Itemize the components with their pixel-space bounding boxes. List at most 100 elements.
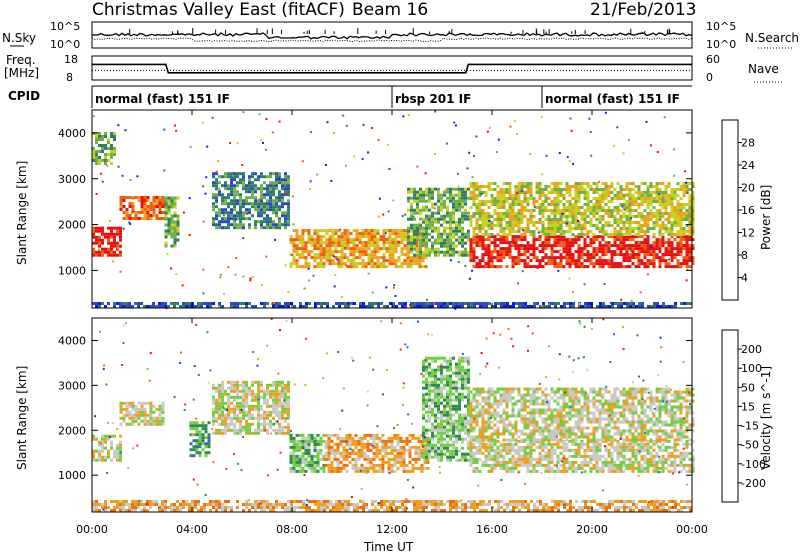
power-cell — [440, 193, 443, 197]
velocity-cell — [113, 434, 116, 438]
power-cell — [469, 238, 473, 242]
power-cell — [122, 217, 126, 220]
power-cell — [449, 235, 452, 239]
power-cell — [340, 256, 344, 260]
cpid-label: CPID — [8, 89, 40, 103]
power-cell — [122, 302, 125, 305]
power-cell — [443, 229, 446, 233]
power-cell — [637, 259, 641, 263]
power-cell — [98, 150, 101, 153]
power-cell — [431, 217, 434, 221]
power-cell — [284, 220, 287, 224]
velocity-cell — [248, 416, 251, 420]
power-cell — [224, 175, 227, 179]
power-cell — [391, 256, 395, 260]
power-cell — [149, 214, 153, 217]
power-cell — [646, 194, 650, 197]
power-cell — [670, 233, 674, 236]
power-cell — [529, 215, 533, 218]
power-cell — [386, 237, 389, 240]
power-cell — [218, 214, 221, 218]
power-cell — [688, 203, 692, 206]
velocity-cell — [212, 407, 215, 411]
power-cell — [467, 305, 470, 308]
velocity-cell — [284, 386, 287, 390]
power-cell — [688, 227, 692, 230]
power-cell — [685, 188, 689, 191]
power-cell — [616, 191, 620, 194]
cpid-segment-label: normal (fast) 151 IF — [545, 92, 680, 106]
power-cell — [446, 241, 449, 245]
velocity-cell — [422, 362, 425, 366]
power-cell — [303, 287, 306, 290]
power-cell — [607, 265, 611, 269]
velocity-cell — [387, 439, 391, 443]
power-cell — [284, 305, 287, 308]
velocity-cell — [411, 466, 415, 470]
power-cell — [602, 305, 605, 308]
power-cell — [515, 302, 518, 305]
power-cell — [574, 241, 578, 245]
power-cell — [176, 217, 180, 221]
power-cell — [469, 191, 473, 194]
power-cell — [691, 224, 695, 227]
power-cell — [497, 138, 500, 141]
power-cell — [490, 221, 494, 224]
velocity-cell — [324, 445, 328, 449]
power-cell — [242, 178, 245, 182]
power-cell — [649, 253, 653, 257]
power-cell — [161, 302, 164, 305]
power-cell — [508, 244, 512, 248]
velocity-cell — [357, 469, 361, 473]
power-cell — [278, 196, 281, 200]
velocity-cell — [425, 368, 428, 372]
power-cell — [469, 215, 473, 218]
power-cell — [658, 259, 662, 263]
velocity-cell — [378, 457, 382, 461]
velocity-cell — [351, 466, 355, 470]
velocity-cell — [137, 407, 141, 411]
power-cell — [535, 256, 539, 260]
power-cell — [289, 235, 293, 239]
power-cell — [98, 250, 101, 254]
power-cell — [204, 192, 207, 195]
power-cell — [461, 205, 464, 209]
power-cell — [626, 193, 629, 196]
power-cell — [287, 211, 290, 215]
velocity-cell — [342, 466, 346, 470]
power-cell — [233, 178, 236, 182]
power-cell — [446, 244, 449, 248]
velocity-cell — [339, 451, 343, 455]
power-cell — [422, 190, 425, 194]
velocity-cell — [390, 442, 394, 446]
velocity-cell — [446, 380, 449, 384]
power-cell — [358, 262, 362, 266]
power-cell — [622, 212, 626, 215]
power-cell — [176, 223, 180, 227]
velocity-cell — [316, 439, 320, 443]
velocity-cell — [428, 386, 431, 390]
power-cell — [508, 233, 512, 236]
power-cell — [227, 193, 230, 197]
velocity-cell — [446, 395, 449, 399]
power-cell — [598, 197, 602, 200]
power-cell — [275, 187, 278, 191]
velocity-cell — [284, 407, 287, 411]
power-cell — [472, 235, 476, 239]
velocity-cell — [233, 416, 236, 420]
power-cell — [322, 262, 326, 266]
velocity-cell — [260, 404, 263, 408]
velocity-cell — [440, 362, 443, 366]
power-cell — [458, 220, 461, 224]
power-cell — [607, 206, 611, 209]
power-cell — [248, 178, 251, 182]
power-cell — [496, 250, 500, 254]
power-cell — [529, 253, 533, 257]
power-cell — [95, 238, 98, 242]
velocity-cell — [140, 407, 144, 411]
power-cell — [167, 211, 171, 215]
power-cell — [487, 224, 491, 227]
velocity-cell — [440, 371, 443, 375]
velocity-cell — [422, 380, 425, 384]
power-cell — [269, 190, 272, 194]
